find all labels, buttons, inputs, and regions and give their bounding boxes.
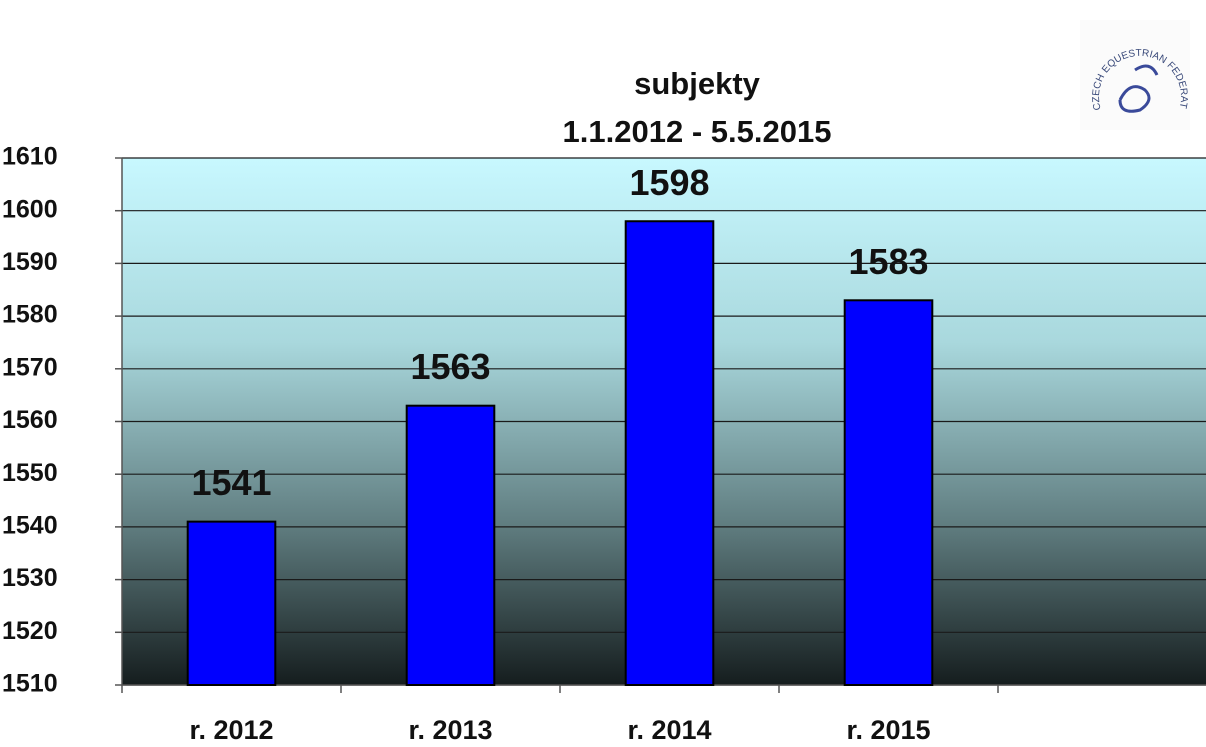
y-tick-label: 1530 (2, 564, 58, 592)
x-tick-label: r. 2013 (408, 715, 492, 745)
y-tick-label: 1580 (2, 301, 58, 329)
logo-text: CZECH EQUESTRIAN FEDERATION (0, 0, 1189, 111)
y-tick-label: 1550 (2, 459, 58, 487)
chart-title: subjekty (634, 66, 761, 101)
y-tick-label: 1590 (2, 248, 58, 276)
logo-emblem (1118, 64, 1159, 113)
y-tick-label: 1510 (2, 670, 58, 698)
chart-subtitle: 1.1.2012 - 5.5.2015 (563, 114, 832, 149)
logo-text-path: CZECH EQUESTRIAN FEDERATION (0, 0, 1189, 111)
y-tick-label: 1610 (2, 143, 58, 171)
bar (405, 404, 496, 686)
y-tick-label: 1560 (2, 406, 58, 434)
value-label: 1598 (629, 162, 709, 203)
value-label: 1541 (191, 462, 271, 503)
logo: CZECH EQUESTRIAN FEDERATION (0, 0, 1190, 130)
value-label: 1583 (848, 241, 928, 282)
y-tick-label: 1540 (2, 512, 58, 540)
bar (624, 220, 715, 687)
x-tick-label: r. 2015 (846, 715, 930, 745)
x-tick-label: r. 2012 (189, 715, 273, 745)
x-tick-label: r. 2014 (627, 715, 711, 745)
y-tick-label: 1570 (2, 353, 58, 381)
value-label: 1563 (410, 346, 490, 387)
y-tick-label: 1520 (2, 617, 58, 645)
bar (186, 520, 277, 686)
y-tick-label: 1600 (2, 195, 58, 223)
bar (843, 299, 934, 686)
